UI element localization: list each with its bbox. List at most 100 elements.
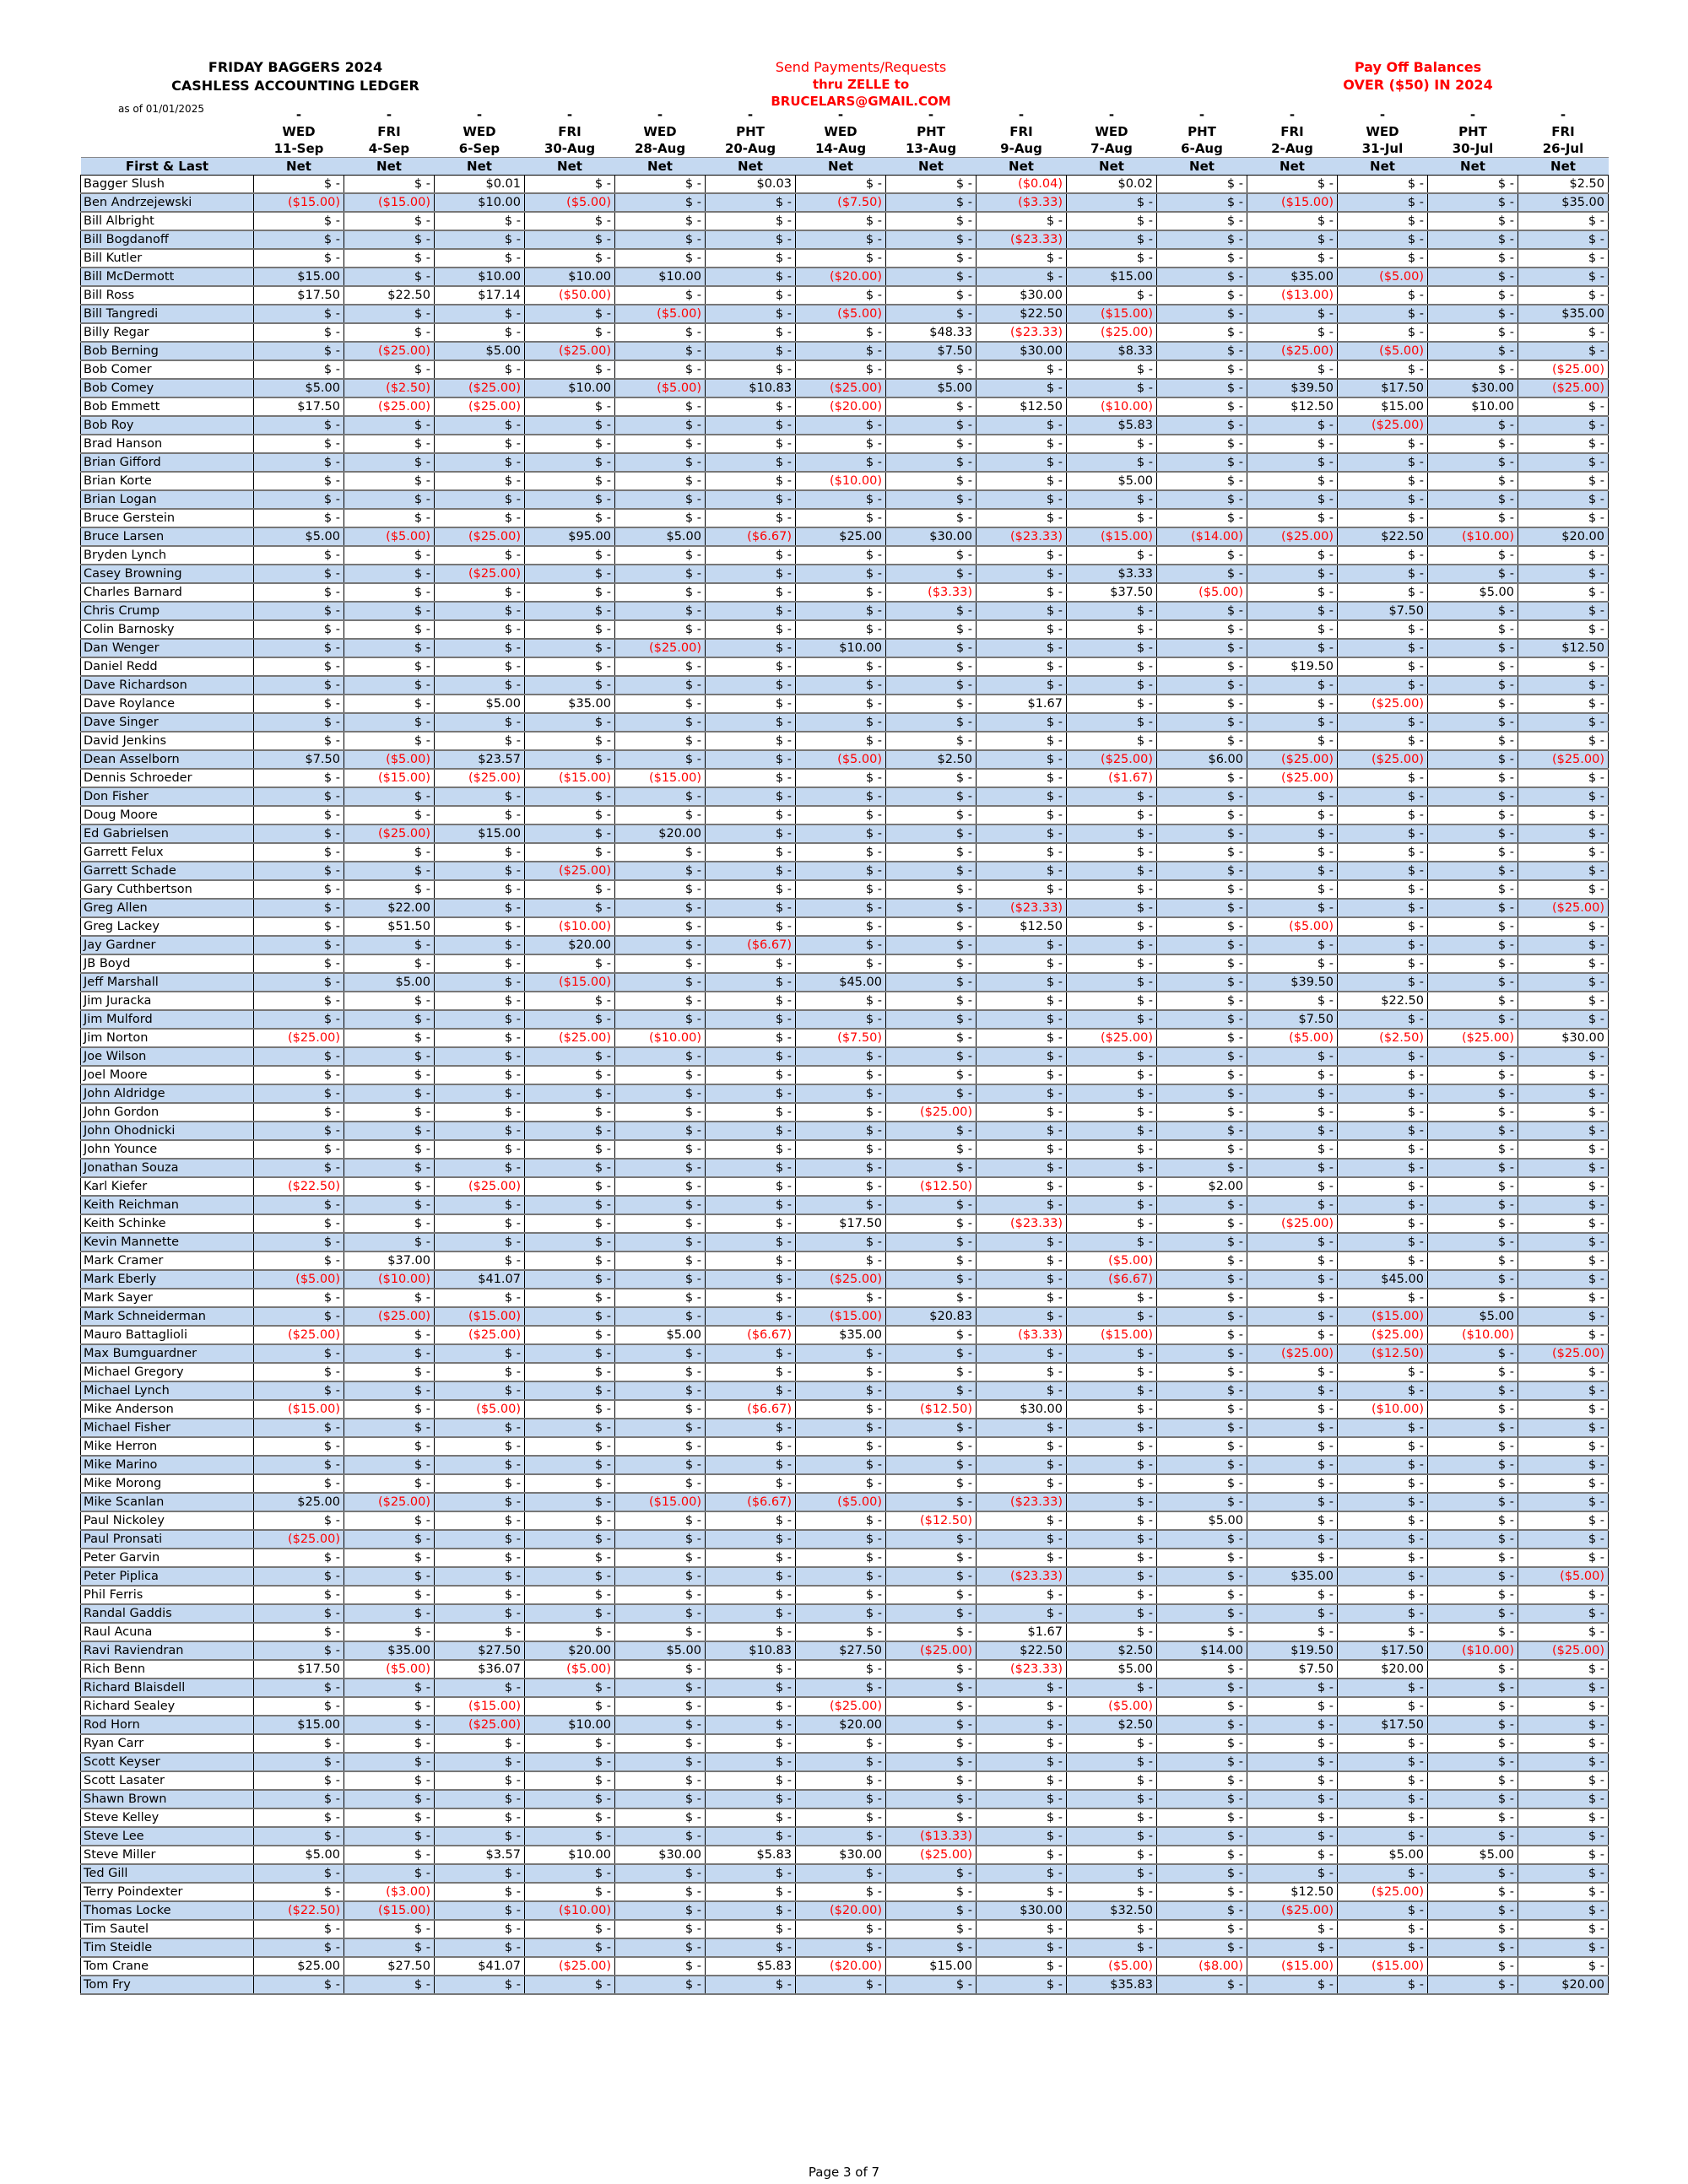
net-amount: $ - bbox=[1066, 1233, 1157, 1252]
member-name: Bob Comer bbox=[80, 360, 254, 380]
net-amount: $ - bbox=[434, 1196, 525, 1215]
net-amount: $ - bbox=[524, 713, 615, 733]
net-amount: $ - bbox=[885, 1066, 977, 1085]
net-amount: $ - bbox=[1427, 509, 1518, 528]
net-amount: $ - bbox=[1427, 676, 1518, 695]
net-amount: $ - bbox=[795, 732, 886, 751]
table-row: Dennis Schroeder $ - ($15.00) ($25.00) ($15.… bbox=[80, 769, 1609, 788]
column-net-label: Net bbox=[1337, 157, 1428, 176]
net-amount: $ - bbox=[705, 1827, 796, 1846]
net-amount: $ - bbox=[434, 1437, 525, 1457]
net-amount: $ - bbox=[614, 1530, 706, 1549]
net-amount: $0.01 bbox=[434, 175, 525, 194]
net-amount: ($20.00) bbox=[795, 268, 886, 287]
net-amount: ($10.00) bbox=[795, 472, 886, 491]
net-amount: $ - bbox=[524, 565, 615, 584]
net-amount: $ - bbox=[1247, 1846, 1338, 1865]
member-name: Dave Roylance bbox=[80, 695, 254, 714]
net-amount: $ - bbox=[705, 1938, 796, 1958]
net-amount: $ - bbox=[434, 1623, 525, 1642]
net-amount: $ - bbox=[976, 1827, 1067, 1846]
net-amount: $ - bbox=[1156, 1790, 1247, 1809]
net-amount: $ - bbox=[524, 1808, 615, 1828]
net-amount: $ - bbox=[1247, 509, 1338, 528]
table-row: Ben Andrzejewski ($15.00) ($15.00) $10.00 ($… bbox=[80, 193, 1609, 213]
net-amount: $ - bbox=[1066, 360, 1157, 380]
member-name: Bill McDermott bbox=[80, 268, 254, 287]
net-amount: $ - bbox=[1156, 546, 1247, 565]
net-amount: $ - bbox=[1066, 862, 1157, 881]
net-amount: $ - bbox=[1247, 1679, 1338, 1698]
net-amount: $ - bbox=[253, 620, 344, 640]
table-row: Tom Fry $ - $ - $ - $ - $ - $ - $ - $ - $ - $35.83… bbox=[80, 1976, 1609, 1995]
net-amount: ($25.00) bbox=[1247, 750, 1338, 770]
net-amount: $ - bbox=[1247, 1734, 1338, 1754]
column-date: 30-Jul bbox=[1452, 141, 1494, 156]
net-amount: $ - bbox=[976, 1883, 1067, 1902]
net-amount: $ - bbox=[434, 992, 525, 1011]
table-row: Ed Gabrielsen $ - ($25.00) $15.00 $ - $20.00 $… bbox=[80, 824, 1609, 844]
net-amount: $ - bbox=[1337, 1437, 1428, 1457]
net-amount: $ - bbox=[885, 992, 977, 1011]
net-amount: $ - bbox=[976, 769, 1067, 788]
net-amount: ($5.00) bbox=[1518, 1567, 1609, 1587]
member-name: Dean Asselborn bbox=[80, 750, 254, 770]
net-amount: ($25.00) bbox=[1247, 1214, 1338, 1234]
net-amount: $ - bbox=[344, 620, 435, 640]
net-amount: $ - bbox=[795, 1456, 886, 1475]
net-amount: $ - bbox=[705, 212, 796, 231]
net-amount: $ - bbox=[1427, 342, 1518, 361]
net-amount: $ - bbox=[1066, 1883, 1157, 1902]
net-amount: $ - bbox=[1427, 1827, 1518, 1846]
net-amount: $ - bbox=[614, 1251, 706, 1271]
net-amount: $ - bbox=[1337, 1827, 1428, 1846]
net-amount: $ - bbox=[344, 490, 435, 510]
table-row: Bryden Lynch $ - $ - $ - $ - $ - $ - $ - $ - $ - $… bbox=[80, 546, 1609, 565]
net-amount: $ - bbox=[1518, 602, 1609, 621]
member-name: Mike Morong bbox=[80, 1474, 254, 1494]
net-amount: $ - bbox=[1247, 1122, 1338, 1141]
net-amount: ($25.00) bbox=[434, 769, 525, 788]
net-amount: $ - bbox=[524, 1976, 615, 1995]
net-amount: $ - bbox=[1518, 1103, 1609, 1122]
net-amount: $30.00 bbox=[1427, 379, 1518, 398]
net-amount: $ - bbox=[434, 1679, 525, 1698]
net-amount: ($5.00) bbox=[1066, 1957, 1157, 1976]
net-amount: $ - bbox=[1156, 620, 1247, 640]
net-amount: $ - bbox=[705, 1530, 796, 1549]
net-amount: ($13.33) bbox=[885, 1827, 977, 1846]
net-amount: $ - bbox=[976, 1066, 1067, 1085]
column-day: WED bbox=[463, 124, 496, 139]
net-amount: $10.00 bbox=[1427, 397, 1518, 417]
net-amount: $ - bbox=[253, 1586, 344, 1605]
net-amount: $ - bbox=[434, 713, 525, 733]
net-amount: $ - bbox=[434, 212, 525, 231]
net-amount: $ - bbox=[976, 1456, 1067, 1475]
net-amount: $ - bbox=[524, 509, 615, 528]
net-amount: $ - bbox=[1427, 899, 1518, 918]
net-amount: $ - bbox=[1427, 880, 1518, 900]
net-amount: ($25.00) bbox=[1337, 416, 1428, 435]
net-amount: $ - bbox=[1518, 1122, 1609, 1141]
table-row: Steve Kelley $ - $ - $ - $ - $ - $ - $ - $ - $ - $… bbox=[80, 1808, 1609, 1828]
net-amount: $ - bbox=[976, 1846, 1067, 1865]
net-amount: $ - bbox=[1156, 1586, 1247, 1605]
table-row: Brian Logan $ - $ - $ - $ - $ - $ - $ - $ - $ - $ … bbox=[80, 490, 1609, 510]
net-amount: $ - bbox=[1156, 323, 1247, 343]
member-name: Richard Sealey bbox=[80, 1697, 254, 1716]
net-amount: $27.50 bbox=[434, 1641, 525, 1661]
member-name: Mike Marino bbox=[80, 1456, 254, 1475]
net-amount: $ - bbox=[795, 843, 886, 862]
net-amount: $ - bbox=[976, 713, 1067, 733]
net-amount: $ - bbox=[1066, 695, 1157, 714]
member-name: Mark Sayer bbox=[80, 1289, 254, 1308]
column-date: 4-Sep bbox=[368, 141, 410, 156]
net-amount: $ - bbox=[434, 1883, 525, 1902]
net-amount: $ - bbox=[1518, 1270, 1609, 1289]
net-amount: $ - bbox=[344, 1381, 435, 1401]
net-amount: $ - bbox=[1337, 490, 1428, 510]
net-amount: $ - bbox=[524, 1010, 615, 1030]
net-amount: $ - bbox=[1337, 565, 1428, 584]
net-amount: $ - bbox=[1337, 1289, 1428, 1308]
net-amount: ($0.04) bbox=[976, 175, 1067, 194]
